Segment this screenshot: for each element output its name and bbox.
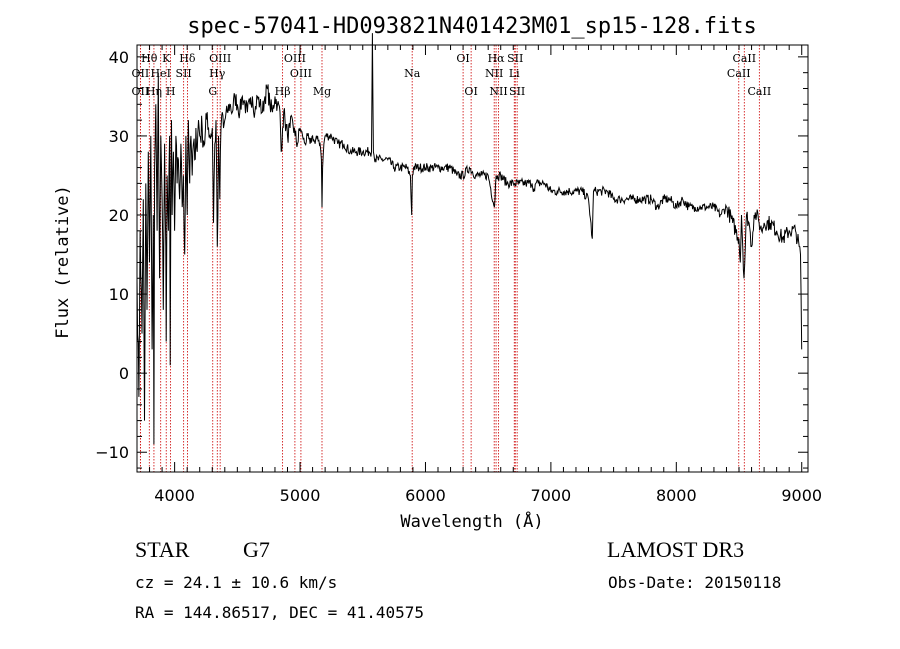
x-tick-label-5: 9000 bbox=[781, 486, 822, 505]
line-label-14: OIII bbox=[290, 67, 312, 80]
line-label-26: CaII bbox=[727, 67, 751, 80]
line-label-2: Hδ bbox=[179, 52, 196, 65]
y-axis-label: Flux (relative) bbox=[53, 185, 73, 339]
line-label-5: SII bbox=[176, 67, 192, 80]
line-label-12: Hβ bbox=[275, 85, 291, 98]
x-tick-label-1: 5000 bbox=[280, 486, 321, 505]
line-label-8: H bbox=[166, 85, 176, 98]
redshift-cz: cz = 24.1 ± 10.6 km/s bbox=[135, 573, 338, 592]
line-label-11: G bbox=[208, 85, 217, 98]
line-label-10: Hγ bbox=[209, 67, 226, 80]
object-type: STAR bbox=[135, 537, 190, 562]
spectral-subclass: G7 bbox=[243, 537, 270, 562]
line-label-15: Mg bbox=[313, 85, 331, 98]
line-label-23: Li bbox=[509, 67, 520, 80]
x-axis: 4000 5000 6000 7000 8000 9000 bbox=[154, 45, 822, 505]
y-tick-label-5: 40 bbox=[109, 48, 129, 67]
line-label-25: CaII bbox=[732, 52, 756, 65]
y-axis: −10 0 10 20 30 40 bbox=[95, 48, 808, 462]
line-label-6: OII bbox=[132, 85, 150, 98]
line-label-13: OIII bbox=[284, 52, 306, 65]
line-label-22: SII bbox=[507, 52, 523, 65]
line-label-19: Hα bbox=[488, 52, 506, 65]
x-tick-label-3: 7000 bbox=[531, 486, 572, 505]
line-label-4: HeI bbox=[150, 67, 170, 80]
plot-frame bbox=[136, 44, 809, 473]
y-tick-label-4: 30 bbox=[109, 127, 129, 146]
line-label-3: OII bbox=[132, 67, 150, 80]
minor-ticks bbox=[136, 45, 808, 472]
observation-date: Obs-Date: 20150118 bbox=[608, 573, 782, 592]
line-label-21: NII bbox=[489, 85, 507, 98]
survey-name: LAMOST DR3 bbox=[607, 537, 745, 562]
line-label-9: OIII bbox=[209, 52, 231, 65]
line-label-20: NII bbox=[485, 67, 503, 80]
coordinates: RA = 144.86517, DEC = 41.40575 bbox=[135, 603, 424, 622]
y-tick-label-3: 20 bbox=[109, 206, 129, 225]
line-label-27: CaII bbox=[748, 85, 772, 98]
line-label-0: Hθ bbox=[141, 52, 158, 65]
line-label-1: K bbox=[162, 52, 171, 65]
line-label-17: OI bbox=[456, 52, 469, 65]
x-tick-label-2: 6000 bbox=[405, 486, 446, 505]
y-tick-label-2: 10 bbox=[109, 285, 129, 304]
line-label-18: OI bbox=[464, 85, 477, 98]
y-tick-label-1: 0 bbox=[119, 364, 129, 383]
line-label-7: Hη bbox=[146, 85, 162, 98]
y-tick-label-0: −10 bbox=[95, 443, 129, 462]
chart-title: spec-57041-HD093821N401423M01_sp15-128.f… bbox=[187, 14, 757, 39]
x-axis-label: Wavelength (Å) bbox=[400, 510, 543, 532]
line-label-24: SII bbox=[509, 85, 525, 98]
line-label-16: Na bbox=[404, 67, 421, 80]
x-tick-label-4: 8000 bbox=[656, 486, 697, 505]
x-tick-label-0: 4000 bbox=[154, 486, 195, 505]
spectrum-line bbox=[136, 33, 803, 445]
